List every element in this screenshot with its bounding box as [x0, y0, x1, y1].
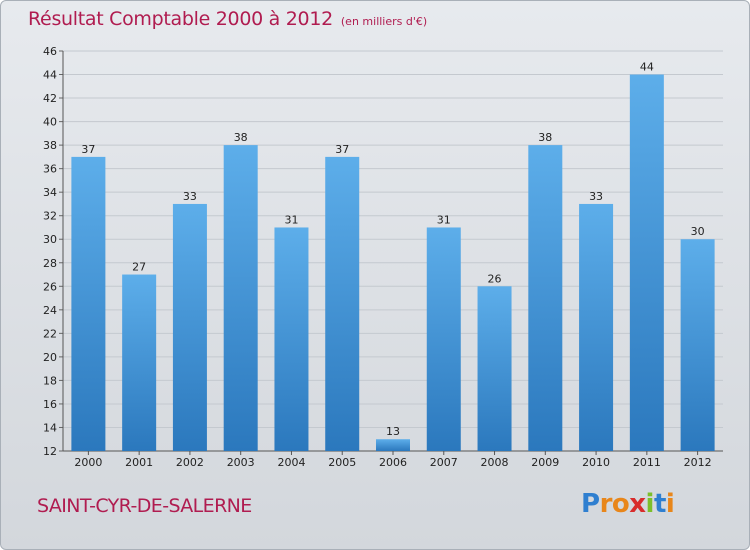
bar-value-label: 13 — [386, 425, 400, 438]
logo-letter: t — [653, 489, 666, 519]
bar — [274, 227, 309, 451]
chart-title: Résultat Comptable 2000 à 2012 — [28, 8, 333, 30]
bar — [172, 203, 207, 451]
bar-value-label: 26 — [488, 272, 502, 285]
y-tick-label: 22 — [43, 327, 57, 340]
y-tick-label: 26 — [43, 280, 57, 293]
bar — [680, 239, 715, 451]
bar — [223, 145, 258, 451]
bar — [71, 156, 106, 451]
y-tick-label: 16 — [43, 398, 57, 411]
logo-letter: i — [665, 489, 675, 519]
y-tick-label: 44 — [43, 69, 57, 82]
x-tick-label: 2012 — [684, 456, 712, 469]
y-tick-label: 32 — [43, 210, 57, 223]
x-tick-label: 2007 — [430, 456, 458, 469]
y-tick-label: 12 — [43, 445, 57, 458]
bar-value-label: 33 — [589, 190, 603, 203]
logo-letter: P — [581, 489, 600, 519]
y-tick-label: 20 — [43, 351, 57, 364]
y-tick-label: 14 — [43, 421, 57, 434]
plot-area — [63, 51, 723, 451]
bar-value-label: 31 — [437, 213, 451, 226]
bar-value-label: 31 — [284, 213, 298, 226]
x-tick-label: 2001 — [125, 456, 153, 469]
bar — [426, 227, 461, 451]
y-tick-label: 40 — [43, 116, 57, 129]
bar — [376, 439, 410, 451]
bar — [325, 156, 360, 451]
y-tick-label: 42 — [43, 92, 57, 105]
x-tick-label: 2002 — [176, 456, 204, 469]
chart-subtitle: (en milliers d'€) — [340, 15, 428, 28]
y-tick-label: 46 — [43, 45, 57, 58]
x-tick-label: 2003 — [227, 456, 255, 469]
bar-value-label: 44 — [640, 61, 654, 74]
bar-value-label: 38 — [234, 131, 248, 144]
bar — [629, 74, 664, 451]
y-tick-label: 28 — [43, 257, 57, 270]
logo-letter: o — [611, 489, 630, 519]
logo-letter: i — [645, 489, 655, 519]
bar — [477, 286, 512, 451]
x-tick-label: 2000 — [74, 456, 102, 469]
logo-letter: r — [599, 489, 613, 519]
x-tick-label: 2010 — [582, 456, 610, 469]
bar-value-label: 33 — [183, 190, 197, 203]
x-tick-label: 2008 — [481, 456, 509, 469]
y-tick-label: 30 — [43, 233, 57, 246]
y-tick-label: 18 — [43, 374, 57, 387]
title-row: Résultat Comptable 2000 à 2012 (en millie… — [28, 8, 427, 30]
logo-letter: x — [629, 489, 646, 519]
bar-value-label: 27 — [132, 261, 146, 274]
bar-value-label: 30 — [691, 225, 705, 238]
x-tick-label: 2011 — [633, 456, 661, 469]
bar-value-label: 38 — [538, 131, 552, 144]
y-tick-label: 38 — [43, 139, 57, 152]
location-name: SAINT-CYR-DE-SALERNE — [37, 495, 252, 517]
x-tick-label: 2005 — [328, 456, 356, 469]
bar — [579, 203, 614, 451]
bar-value-label: 37 — [335, 143, 349, 156]
y-tick-label: 24 — [43, 304, 57, 317]
bar-value-label: 37 — [81, 143, 95, 156]
x-tick-label: 2006 — [379, 456, 407, 469]
bar — [528, 145, 563, 451]
x-tick-label: 2004 — [277, 456, 305, 469]
x-tick-label: 2009 — [531, 456, 559, 469]
y-tick-label: 36 — [43, 163, 57, 176]
bar — [122, 274, 157, 451]
y-tick-label: 34 — [43, 186, 57, 199]
proxiti-logo[interactable]: Proxiti — [581, 489, 675, 519]
